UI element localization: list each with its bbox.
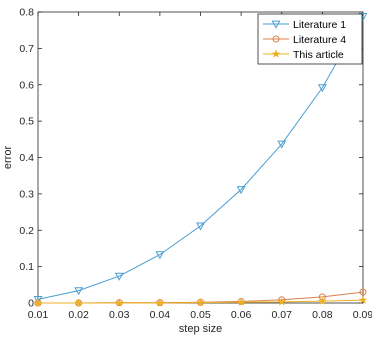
legend-label: This article [293, 49, 344, 61]
data-point [196, 222, 205, 231]
x-tick-label: 0.01 [28, 309, 49, 321]
data-point [74, 287, 84, 296]
y-tick-label: 0.4 [19, 152, 34, 164]
legend-marker [271, 20, 281, 29]
series-line [37, 16, 364, 300]
legend-item: Literature 1 [263, 19, 346, 31]
data-point [33, 295, 43, 304]
legend-item: This article [263, 49, 344, 61]
legend-item: Literature 4 [263, 34, 346, 46]
series-layer [33, 12, 368, 307]
y-tick-label: 0.8 [19, 7, 34, 19]
y-axis: 0 0.1 0.2 0.3 0.4 0.5 0.6 0.7 0.8 [19, 7, 363, 310]
data-point [358, 295, 368, 304]
data-point [155, 298, 165, 307]
y-tick-label: 0.5 [19, 116, 34, 128]
y-tick-label: 0.7 [19, 43, 34, 55]
data-point [318, 296, 327, 305]
x-axis-label: step size [179, 323, 222, 335]
data-point [277, 140, 287, 149]
y-tick-label: 0.3 [19, 188, 34, 200]
data-point [317, 84, 327, 93]
legend-marker [272, 35, 280, 43]
y-tick-label: 0.6 [19, 79, 34, 91]
legend-marker [271, 49, 281, 58]
x-tick-label: 0.02 [68, 309, 89, 321]
data-point [236, 186, 246, 195]
legend-label: Literature 1 [293, 19, 346, 31]
x-tick-label: 0.03 [109, 309, 130, 321]
data-point [115, 298, 124, 307]
x-tick-label: 0.05 [190, 309, 211, 321]
y-tick-label: 0.1 [19, 261, 34, 273]
series-literature-1 [33, 12, 368, 304]
data-point [33, 298, 43, 307]
data-point [114, 272, 124, 281]
series-this-article [33, 295, 368, 307]
x-tick-label: 0.09 [353, 309, 372, 321]
data-point [74, 298, 83, 307]
y-tick-label: 0 [28, 298, 34, 310]
data-point [236, 297, 246, 306]
x-tick-label: 0.07 [272, 309, 293, 321]
legend-label: Literature 4 [293, 34, 346, 46]
x-axis: 0.01 0.02 0.03 0.04 0.05 0.06 0.07 0.08 0.09 [28, 12, 372, 321]
x-tick-label: 0.06 [231, 309, 252, 321]
data-point [359, 288, 367, 296]
x-tick-label: 0.08 [312, 309, 333, 321]
y-tick-label: 0.2 [19, 225, 34, 237]
y-axis-label: error [2, 146, 14, 170]
data-point [196, 298, 205, 307]
legend: Literature 1 Literature 4 This article [257, 13, 363, 65]
x-tick-label: 0.04 [150, 309, 171, 321]
data-point [277, 297, 286, 306]
data-point [155, 251, 165, 260]
